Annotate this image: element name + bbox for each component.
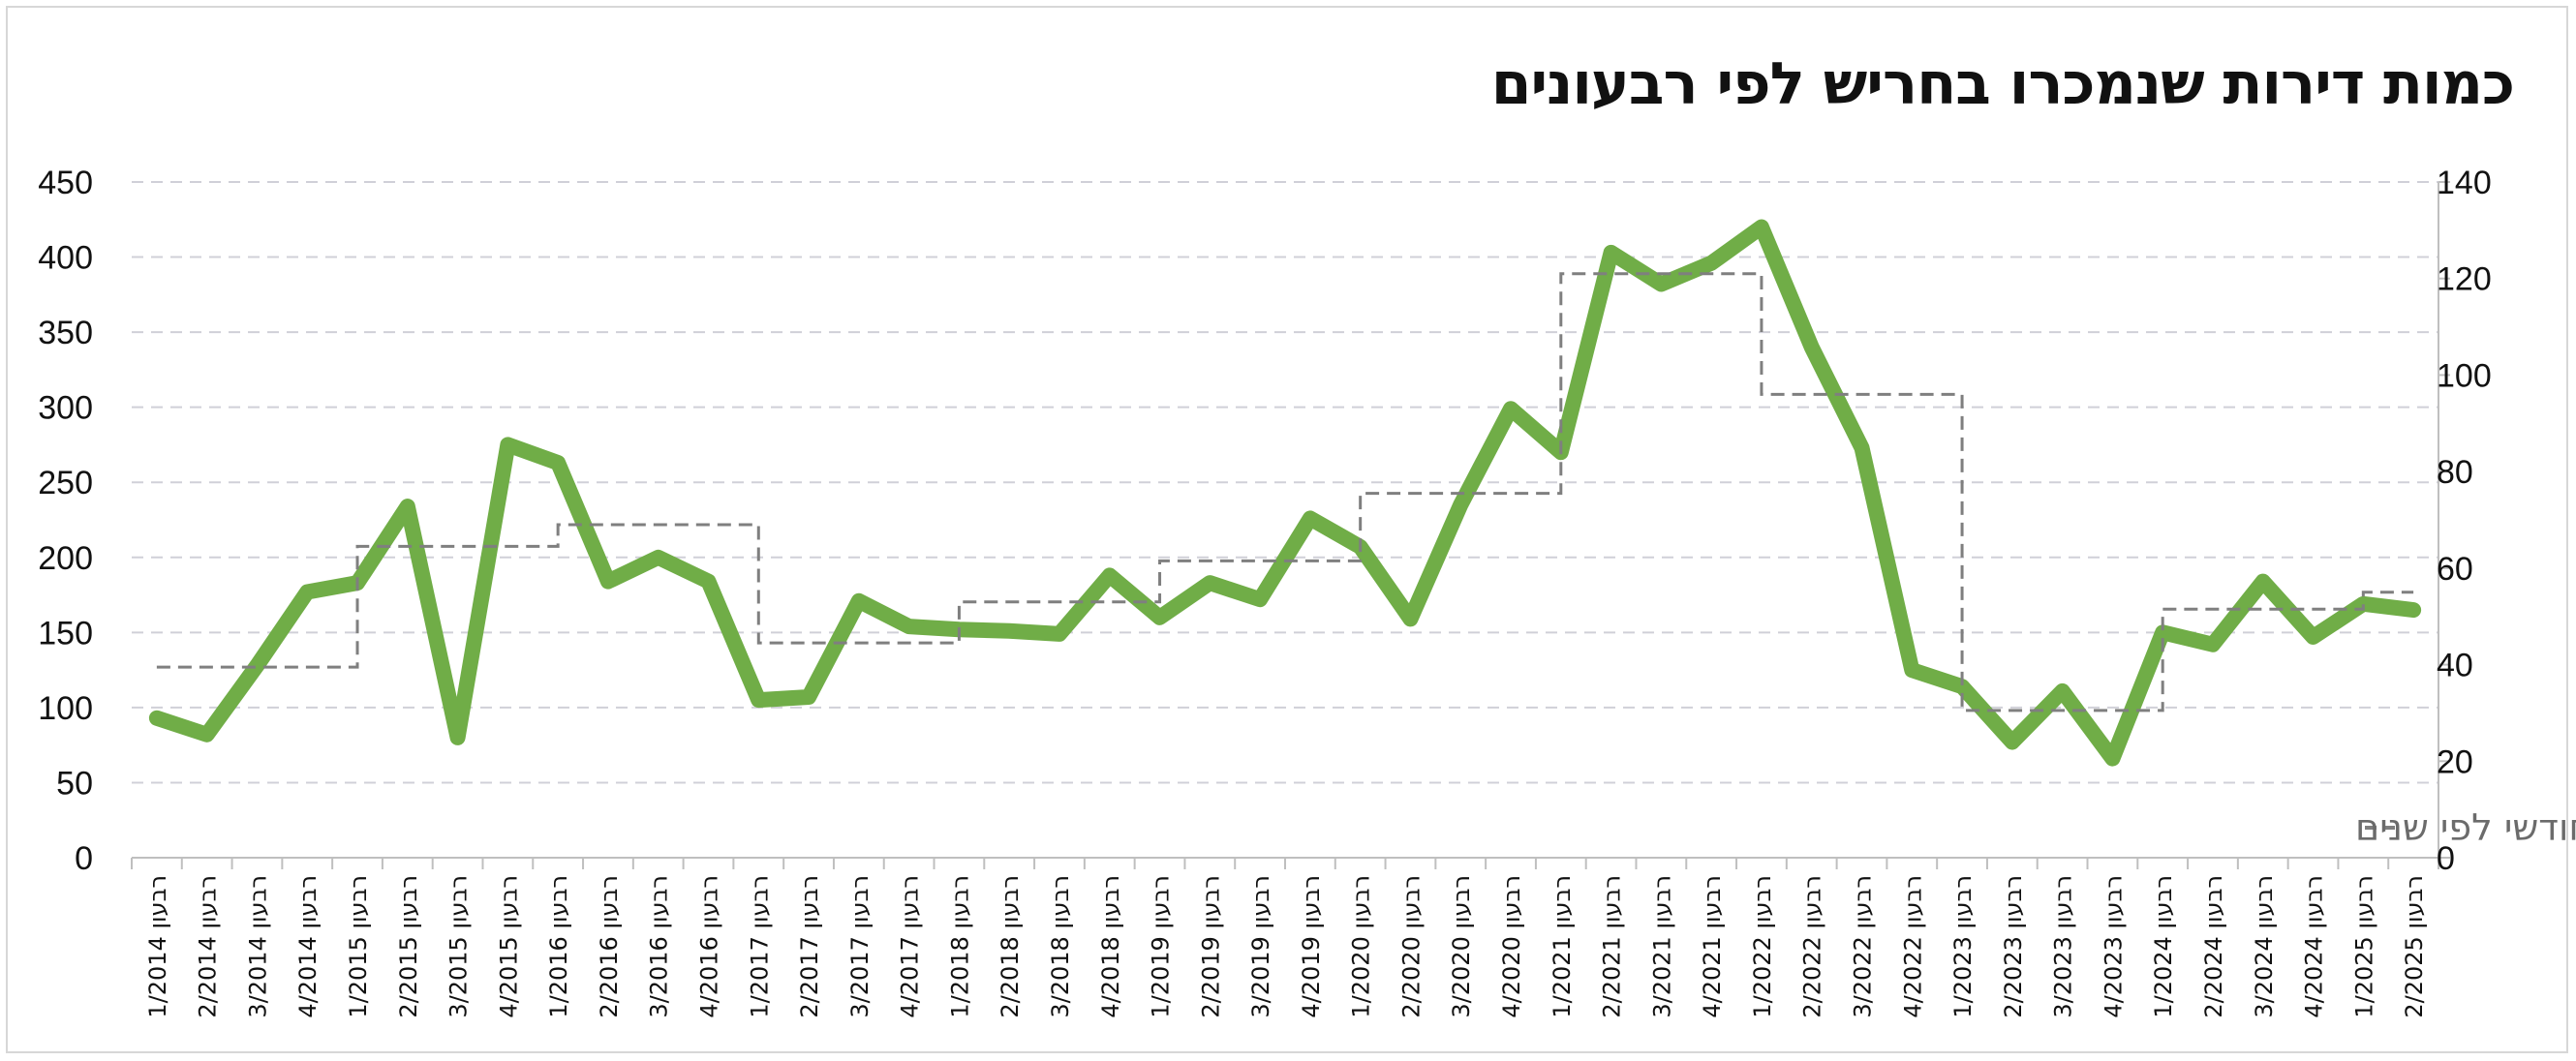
category-label: רבעון 1/2019 (1148, 875, 1175, 1018)
category-label: רבעון 3/2021 (1648, 875, 1675, 1018)
gridlines (132, 181, 2438, 784)
left-axis-tick-label: 0 (75, 840, 93, 877)
category-label: רבעון 4/2022 (1899, 875, 1926, 1018)
right-axis-tick-label: 0 (2437, 840, 2455, 877)
right-axis-tick-label: 60 (2437, 551, 2473, 588)
left-axis-tick-label: 100 (38, 690, 93, 727)
category-label: רבעון 4/2016 (696, 875, 723, 1018)
category-label: רבעון 1/2022 (1749, 875, 1776, 1018)
right-axis-tick-label: 80 (2437, 454, 2473, 491)
category-label: רבעון 3/2019 (1247, 875, 1274, 1018)
series-line-sales (148, 219, 2422, 767)
category-label: רבעון 2/2017 (796, 875, 823, 1018)
left-axis-tick-label: 150 (38, 615, 93, 652)
category-label: רבעון 2/2014 (195, 875, 222, 1018)
category-label: רבעון 3/2016 (646, 875, 673, 1018)
right-axis-tick-label: 140 (2437, 165, 2492, 201)
axes (131, 181, 2450, 869)
category-label: רבעון 4/2024 (2301, 875, 2328, 1018)
category-label: רבעון 3/2024 (2251, 875, 2278, 1018)
category-label: רבעון 1/2020 (1348, 875, 1375, 1018)
category-label: רבעון 4/2018 (1097, 875, 1124, 1018)
category-label: רבעון 4/2015 (495, 875, 522, 1018)
category-label: רבעון 3/2015 (445, 875, 473, 1018)
legend-label: ממוצע מכירות חודשי לפי שנים (2355, 806, 2576, 849)
category-label: רבעון 4/2019 (1298, 875, 1325, 1018)
category-label: רבעון 4/2020 (1498, 875, 1525, 1018)
right-axis-ticks: 0 20 40 60 80 100 120 140 (2437, 165, 2492, 877)
category-label: רבעון 2/2024 (2200, 875, 2227, 1018)
category-label: רבעון 2/2016 (596, 875, 623, 1018)
category-label: רבעון 4/2021 (1699, 875, 1726, 1018)
category-label: רבעון 1/2025 (2350, 875, 2377, 1018)
category-label: רבעון 1/2016 (545, 875, 572, 1018)
category-label: רבעון 3/2022 (1850, 875, 1877, 1018)
left-axis-tick-label: 250 (38, 465, 93, 501)
left-axis-tick-label: 400 (38, 240, 93, 277)
category-label: רבעון 1/2021 (1549, 875, 1576, 1018)
left-axis-ticks: 0 50 100 150 200 250 300 350 400 450 (38, 165, 93, 877)
chart-title: כמות דירות שנמכרו בחריש לפי רבעונים (1490, 50, 2515, 118)
left-axis-tick-label: 200 (38, 540, 93, 577)
left-axis-tick-label: 450 (38, 165, 93, 201)
category-label: רבעון 2/2021 (1599, 875, 1626, 1018)
right-axis-tick-label: 20 (2437, 743, 2473, 780)
category-label: רבעון 1/2015 (345, 875, 372, 1018)
category-label: רבעון 3/2017 (846, 875, 874, 1018)
right-axis-tick-label: 40 (2437, 648, 2473, 684)
series-line-average (156, 272, 2414, 712)
category-label: רבעון 1/2017 (746, 875, 773, 1018)
series-lines (148, 219, 2422, 767)
category-label: רבעון 2/2019 (1197, 875, 1224, 1018)
category-label: רבעון 2/2020 (1397, 875, 1425, 1018)
category-label: רבעון 1/2023 (1949, 875, 1977, 1018)
category-label: רבעון 3/2023 (2050, 875, 2077, 1018)
category-label: רבעון 2/2025 (2401, 875, 2428, 1018)
category-label: רבעון 4/2023 (2100, 875, 2127, 1018)
left-axis-tick-label: 50 (56, 765, 93, 802)
category-label: רבעון 1/2014 (144, 875, 171, 1018)
category-label: רבעון 2/2022 (1799, 875, 1826, 1018)
category-label: רבעון 1/2024 (2150, 875, 2177, 1018)
legend: ממוצע מכירות חודשי לפי שנים (2355, 806, 2576, 849)
category-label: רבעון 1/2018 (946, 875, 973, 1018)
category-label: רבעון 3/2020 (1448, 875, 1475, 1018)
category-label: רבעון 2/2023 (2000, 875, 2027, 1018)
category-label: רבעון 2/2018 (997, 875, 1024, 1018)
right-axis-tick-label: 120 (2437, 261, 2492, 298)
left-axis-tick-label: 300 (38, 390, 93, 427)
category-label: רבעון 3/2014 (244, 875, 271, 1018)
category-label: רבעון 4/2017 (897, 875, 924, 1018)
category-label: רבעון 2/2015 (395, 875, 422, 1018)
left-axis-tick-label: 350 (38, 315, 93, 351)
chart-frame (6, 6, 2568, 1053)
category-label: רבעון 4/2014 (294, 875, 322, 1018)
category-label: רבעון 3/2018 (1047, 875, 1074, 1018)
category-labels: רבעון 1/2014 רבעון 2/2014 רבעון 3/2014 רבעו… (144, 875, 2428, 1018)
right-axis-tick-label: 100 (2437, 357, 2492, 394)
